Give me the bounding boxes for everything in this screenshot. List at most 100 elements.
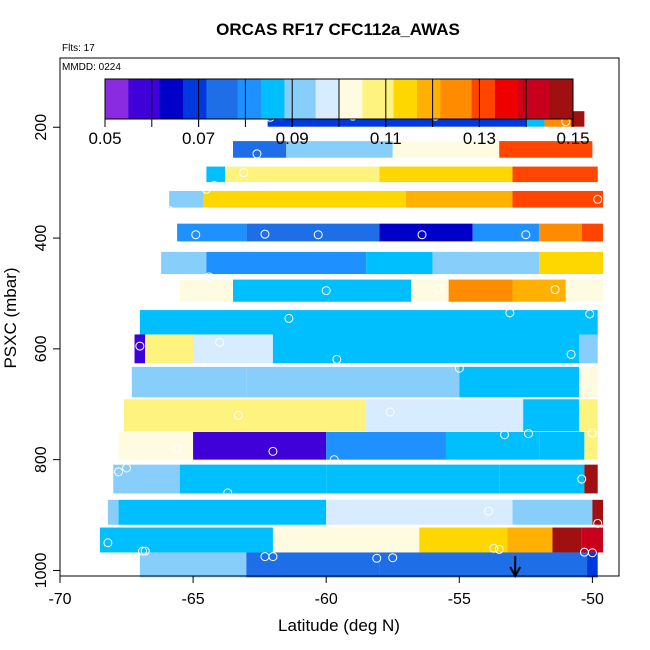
colorbar-swatch: [276, 79, 285, 119]
data-point: [521, 230, 531, 240]
data-point: [587, 548, 597, 558]
data-point: [164, 205, 174, 215]
colorbar-swatch: [510, 79, 519, 119]
colorbar-swatch: [175, 79, 184, 119]
band-segment: [539, 431, 585, 460]
plot-frame: [59, 57, 620, 577]
colorbar-swatch: [362, 79, 371, 119]
x-tick-label: -55: [448, 591, 471, 608]
colorbar-swatch: [502, 79, 512, 119]
colorbar-swatch: [151, 79, 161, 119]
colorbar-swatch: [261, 79, 270, 119]
band-segment: [552, 527, 582, 553]
data-point: [268, 552, 278, 562]
colorbar-swatch: [518, 79, 527, 119]
data-point: [204, 272, 214, 282]
colorbar-swatch: [424, 79, 434, 119]
colorbar-swatch: [292, 79, 301, 119]
data-point: [177, 241, 187, 251]
band-segment: [507, 527, 553, 553]
colorbar-swatch: [549, 79, 558, 119]
band-segment: [392, 141, 500, 158]
band-segment: [233, 141, 287, 158]
band-segment: [161, 251, 207, 275]
band-segment: [584, 431, 598, 460]
colorbar-swatch: [495, 79, 504, 119]
band-segment: [379, 223, 473, 242]
colorbar-swatch: [471, 79, 480, 119]
data-point: [484, 506, 494, 516]
data-point: [201, 184, 211, 194]
data-point: [114, 467, 124, 477]
colorbar-swatch: [557, 79, 566, 119]
band-segment: [579, 366, 598, 398]
y-tick-label: 400: [33, 225, 50, 252]
data-point: [385, 407, 395, 417]
data-point: [215, 337, 225, 347]
mmdd-label: MMDD: 0224: [62, 62, 121, 73]
y-tick-label: 800: [33, 446, 50, 473]
colorbar-tick-label: 0.11: [370, 129, 402, 148]
colorbar: 0.05 0.07 0.09 0.11 0.13 0.15: [88, 78, 590, 148]
data-point: [523, 429, 533, 439]
band-segment: [107, 499, 119, 525]
band-segment: [512, 279, 566, 302]
band-segment: [123, 399, 367, 432]
colorbar-tick-label: 0.09: [276, 129, 309, 148]
colorbar-swatch: [456, 79, 465, 119]
band-segment: [539, 223, 582, 242]
band-segment: [419, 527, 508, 553]
colorbar-swatch: [378, 79, 387, 119]
data-point: [332, 354, 342, 364]
data-point: [550, 285, 560, 295]
data-point: [566, 349, 576, 359]
colorbar-swatch: [112, 79, 122, 119]
data-point: [577, 474, 587, 484]
data-point: [268, 446, 278, 456]
colorbar-swatch: [541, 79, 551, 119]
band-segment: [366, 251, 433, 275]
colorbar-swatch: [253, 79, 262, 119]
colorbar-swatch: [417, 79, 426, 119]
data-point: [191, 230, 201, 240]
band-segment: [366, 399, 524, 432]
band-segment: [272, 527, 420, 553]
colorbar-swatch: [370, 79, 379, 119]
band-segment: [512, 552, 588, 578]
band-segment: [99, 527, 273, 553]
flights-label: Flts: 17: [62, 43, 95, 54]
data-point: [122, 463, 132, 473]
band-segment: [134, 334, 146, 364]
data-point: [313, 230, 323, 240]
colorbar-swatch: [128, 79, 137, 119]
colorbar-tick-label: 0.05: [88, 129, 121, 148]
band-segment: [177, 223, 247, 242]
band-segment: [179, 464, 327, 494]
x-tick-label: -50: [581, 591, 604, 608]
colorbar-swatch: [222, 79, 231, 119]
band-segment: [139, 552, 247, 578]
data-point: [587, 428, 597, 438]
band-segment: [193, 431, 327, 460]
colorbar-swatch: [409, 79, 418, 119]
y-axis-title: PSXC (mbar): [1, 267, 20, 368]
band-segment: [592, 499, 604, 525]
data-point: [505, 308, 515, 318]
band-segment: [326, 499, 513, 525]
data-point: [209, 180, 219, 190]
x-tick-label: -65: [182, 591, 205, 608]
band-segment: [113, 464, 180, 494]
data-point: [593, 518, 603, 528]
data-point: [233, 410, 243, 420]
colorbar-swatch: [307, 79, 317, 119]
data-point: [223, 488, 233, 498]
colorbar-swatch: [331, 79, 340, 119]
colorbar-swatch: [198, 79, 207, 119]
band-segment: [326, 464, 500, 494]
data-point: [103, 538, 113, 548]
band-segment: [579, 399, 598, 432]
band-segment: [246, 366, 460, 398]
band-segment: [539, 251, 604, 275]
band-segment: [565, 279, 604, 302]
